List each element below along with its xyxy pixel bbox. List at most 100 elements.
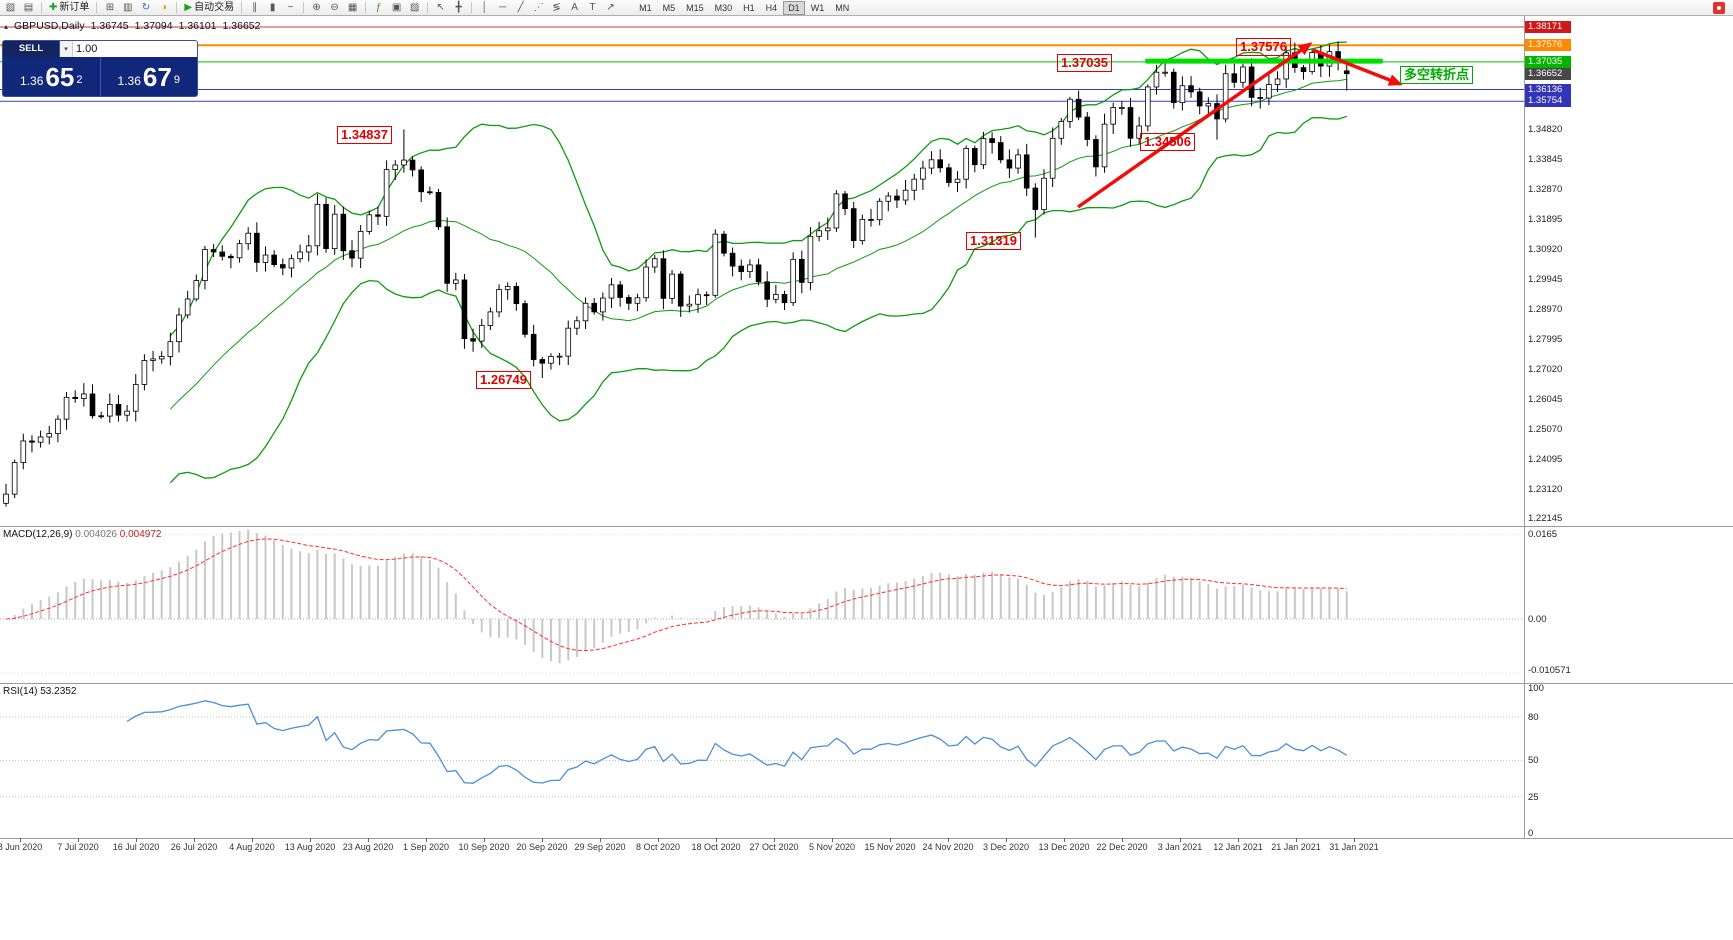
timeframe-m1-button[interactable]: M1 (634, 1, 657, 15)
vertical-line-tool-button[interactable]: │ (476, 1, 493, 15)
notification-icon[interactable] (1713, 1, 1725, 14)
sell-button[interactable]: SELL (3, 41, 60, 57)
price-annotation[interactable]: 1.34506 (1140, 133, 1195, 151)
panel-separator-rsi[interactable] (0, 683, 1733, 684)
price-axis-tick: 1.23120 (1528, 484, 1563, 495)
volume-dropdown-button[interactable]: ▾ (60, 41, 73, 57)
price-axis-tick: 1.34820 (1528, 124, 1563, 135)
text-tool-button[interactable]: A (566, 1, 583, 15)
templates-button[interactable]: ▨ (406, 1, 423, 15)
line-chart-mode-button[interactable]: ~ (282, 1, 299, 15)
time-axis-label: 24 Nov 2020 (922, 842, 974, 852)
price-annotation[interactable]: 1.37576 (1236, 38, 1291, 56)
time-axis-label: 29 Sep 2020 (574, 842, 626, 852)
time-axis-tick (78, 838, 79, 842)
timeframe-w1-button[interactable]: W1 (806, 1, 830, 15)
objects-list-button[interactable]: ▣ (388, 1, 405, 15)
price-tag: 1.36652 (1525, 68, 1571, 80)
timeframe-m5-button[interactable]: M5 (658, 1, 681, 15)
timeframe-d1-button[interactable]: D1 (783, 0, 805, 15)
price-annotation[interactable]: 1.37035 (1057, 54, 1112, 72)
price-axis-tick: 1.32870 (1528, 184, 1563, 195)
time-axis-tick (136, 838, 137, 842)
time-axis-label: 8 Jun 2020 (0, 842, 43, 852)
time-axis-tick (194, 838, 195, 842)
zoom-out-button[interactable]: ⊖ (326, 1, 343, 15)
timeframe-h1-button[interactable]: H1 (738, 1, 760, 15)
price-annotation[interactable]: 1.26749 (476, 371, 531, 389)
indicator-axis-label: 50 (1528, 755, 1539, 766)
line-chart-mode-icon: ~ (287, 1, 294, 13)
autotrading-label: 自动交易 (194, 1, 235, 13)
time-axis-label: 26 Jul 2020 (170, 842, 218, 852)
rsi-indicator-label: RSI(14) 53.2352 (3, 686, 77, 697)
panel-collapse-icon[interactable]: ▴ (4, 21, 9, 31)
timeframe-mn-button[interactable]: MN (830, 1, 854, 15)
zoom-in-icon: ⊕ (312, 1, 321, 13)
price-tag: 1.36136 (1525, 84, 1571, 96)
sell-price-pipette: 2 (76, 73, 83, 86)
new-order-icon: ✚ (49, 1, 58, 13)
time-axis-tick (1064, 838, 1065, 842)
symbol-period-label: GBPUSD,Daily (14, 20, 85, 32)
trendline-tool-button[interactable]: ╱ (512, 1, 529, 15)
panel-separator-macd[interactable] (0, 526, 1733, 527)
toolbar-separator (427, 2, 429, 13)
price-annotation[interactable]: 1.31319 (966, 232, 1021, 250)
arrows-tool-button[interactable]: ↗ (602, 1, 619, 15)
candlestick-mode-button[interactable]: ▮ (264, 1, 281, 15)
price-tag: 1.35754 (1525, 95, 1571, 107)
indicators-button[interactable]: ƒ (370, 1, 387, 15)
new-order-button[interactable]: ✚ 新订单 (46, 1, 92, 15)
price-annotation[interactable]: 多空转折点 (1400, 66, 1474, 84)
toolbar-separator (176, 2, 178, 13)
toolbar-separator (303, 2, 305, 13)
timeframe-h4-button[interactable]: H4 (761, 1, 783, 15)
timeframe-m30-button[interactable]: M30 (710, 1, 738, 15)
bar-open-value: 1.36745 (90, 20, 129, 32)
bar-chart-mode-button[interactable]: ∥ (246, 1, 263, 15)
price-axis-tick: 1.30920 (1528, 244, 1563, 255)
main-price-chart[interactable] (0, 16, 1733, 526)
buy-price[interactable]: 1.36 67 9 (101, 57, 198, 96)
price-axis-tick: 1.29945 (1528, 274, 1563, 285)
autotrading-button[interactable]: ▶ 自动交易 (181, 1, 237, 15)
bar-high-value: 1.37094 (134, 20, 173, 32)
time-axis-tick (774, 838, 775, 842)
time-axis-tick (890, 838, 891, 842)
crosshair-button[interactable]: ╋ (450, 1, 467, 15)
sell-price[interactable]: 1.36 65 2 (3, 57, 100, 96)
label-tool-button[interactable]: T (584, 1, 601, 15)
new-chart-icon: ▧ (5, 1, 16, 13)
time-axis-label: 7 Jul 2020 (57, 842, 99, 852)
horizontal-line-tool-button[interactable]: ─ (494, 1, 511, 15)
time-axis-label: 4 Aug 2020 (229, 842, 275, 852)
price-annotation[interactable]: 1.34837 (337, 126, 392, 144)
macd-indicator-panel[interactable] (0, 527, 1733, 683)
market-watch-button[interactable]: ▥ (119, 1, 136, 15)
time-axis-tick (658, 838, 659, 842)
text-tool-icon: A (571, 1, 578, 13)
price-axis-tick: 1.25070 (1528, 424, 1563, 435)
history-center-button[interactable]: ◑ (155, 1, 172, 15)
market-watch-icon: ▥ (123, 1, 133, 13)
volume-input[interactable] (73, 41, 197, 57)
timeframe-m15-button[interactable]: M15 (681, 1, 709, 15)
time-axis-tick (1180, 838, 1181, 842)
refresh-button[interactable]: ↻ (137, 1, 154, 15)
time-axis-label: 13 Aug 2020 (284, 842, 336, 852)
fibonacci-tool-button[interactable]: ≶ (548, 1, 565, 15)
chart-window-button[interactable]: ⊞ (101, 1, 118, 15)
time-axis-tick (716, 838, 717, 842)
tile-windows-button[interactable]: ▦ (344, 1, 361, 15)
channel-tool-button[interactable]: ⋰ (530, 1, 547, 15)
autotrading-icon: ▶ (184, 1, 193, 13)
rsi-indicator-panel[interactable] (0, 684, 1733, 838)
new-chart-button[interactable]: ▧ (2, 1, 19, 15)
time-axis-separator[interactable] (0, 838, 1733, 839)
profiles-button[interactable]: ▤ (20, 1, 37, 15)
zoom-in-button[interactable]: ⊕ (308, 1, 325, 15)
buy-price-pipette: 9 (173, 73, 180, 86)
cursor-button[interactable]: ↖ (432, 1, 449, 15)
